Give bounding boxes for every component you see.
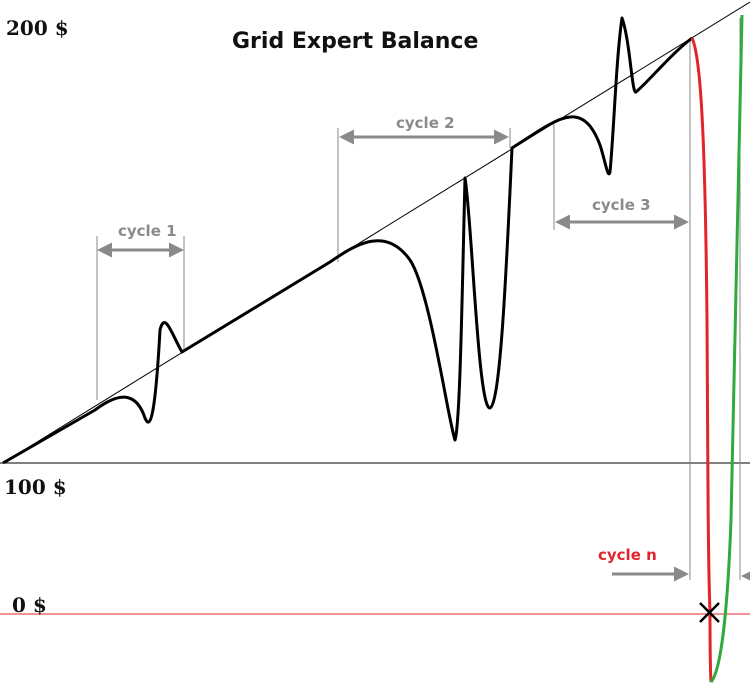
trend-line bbox=[2, 1, 750, 464]
balance-curve bbox=[2, 16, 693, 465]
cycle3-label: cycle 3 bbox=[592, 196, 651, 214]
cycle-guides bbox=[96, 18, 741, 580]
cyclen-label: cycle n bbox=[598, 546, 657, 564]
recovery-curve bbox=[709, 14, 744, 684]
label-200: 200 $ bbox=[6, 16, 69, 40]
cycle2-label: cycle 2 bbox=[396, 114, 455, 132]
cycle-arrows bbox=[97, 129, 750, 584]
loss-curve bbox=[690, 37, 713, 683]
x-mark-icon bbox=[699, 602, 720, 623]
label-100: 100 $ bbox=[4, 475, 67, 499]
cycle1-label: cycle 1 bbox=[118, 222, 177, 240]
label-0: 0 $ bbox=[12, 593, 47, 617]
chart-title: Grid Expert Balance bbox=[232, 29, 478, 54]
